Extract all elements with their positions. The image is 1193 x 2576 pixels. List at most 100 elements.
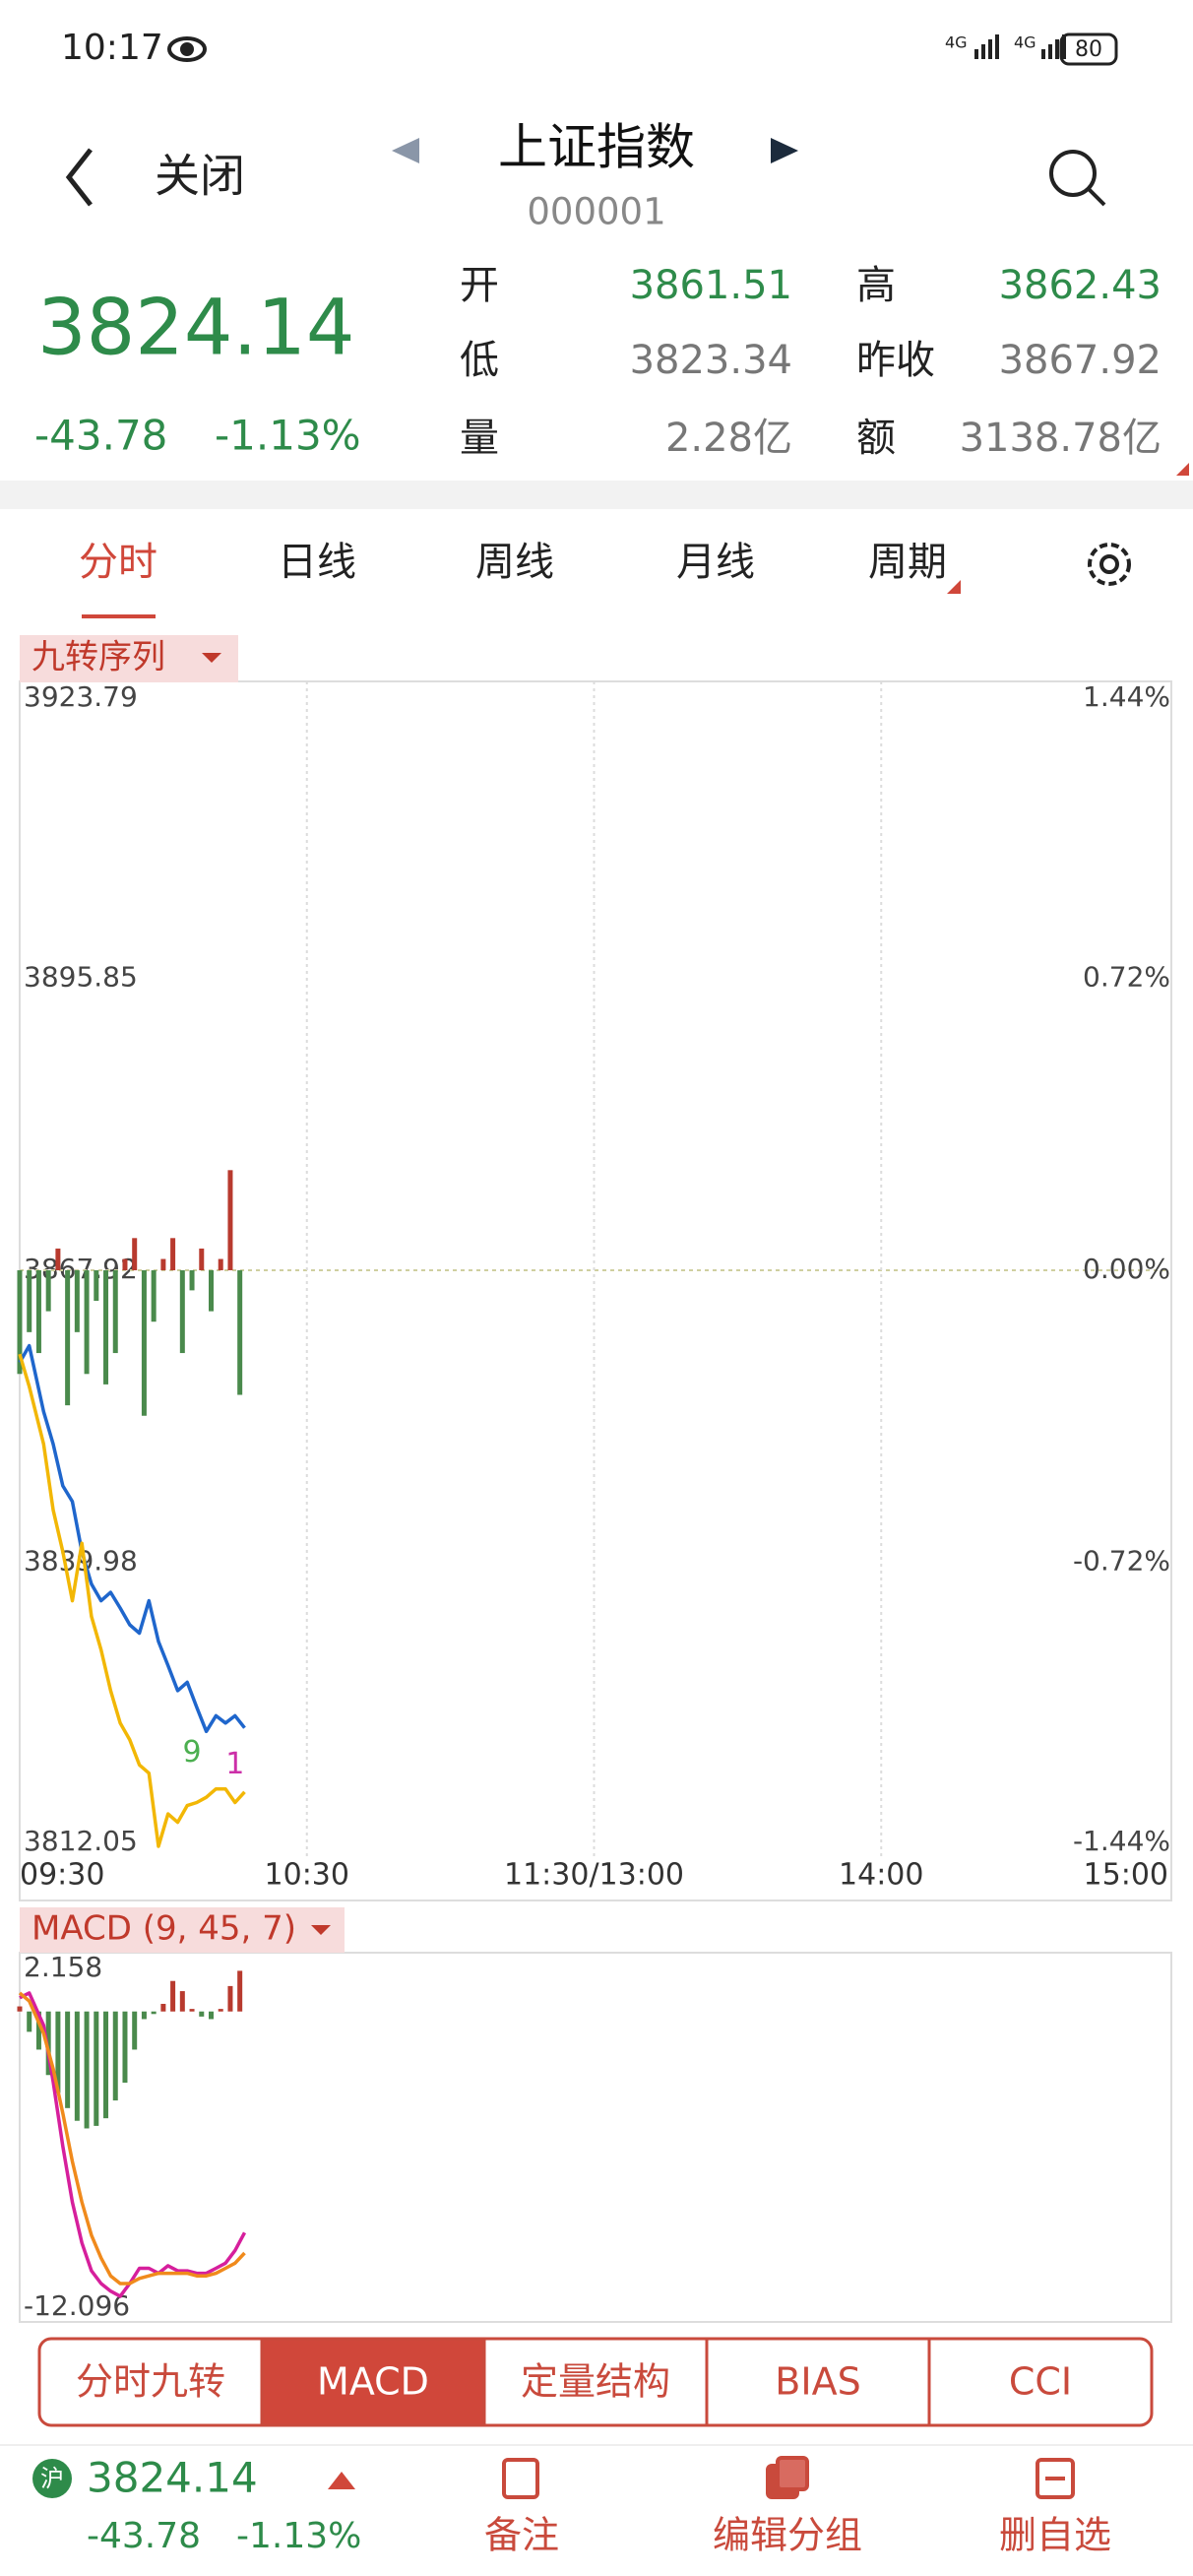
bar xyxy=(209,2011,214,2020)
indicator-tag[interactable] xyxy=(20,1907,345,1953)
period-tab[interactable]: 周期 xyxy=(868,540,947,585)
bar xyxy=(189,1270,195,1291)
selected-tab-bg xyxy=(262,2339,484,2425)
y-tick-label: -12.096 xyxy=(24,2289,130,2322)
indicator-tab[interactable]: MACD xyxy=(317,2360,429,2404)
back-label[interactable]: 关闭 xyxy=(155,150,245,203)
quote-fields: 开 3861.51 高 3862.43 低 3823.34 昨收 3867.92… xyxy=(460,263,1162,461)
bar xyxy=(132,1238,138,1270)
corner-mark xyxy=(1176,463,1189,476)
x-tick-label: 15:00 xyxy=(1084,1858,1168,1893)
indicator-title[interactable]: MACD (9, 45, 7) xyxy=(31,1909,296,1949)
period-tab[interactable]: 分时 xyxy=(79,540,157,585)
bar xyxy=(65,1270,71,1406)
bar xyxy=(151,2011,157,2015)
bar xyxy=(199,1248,205,1270)
footer-action[interactable]: 备注 xyxy=(484,2514,559,2557)
search-icon[interactable] xyxy=(1049,150,1106,207)
y-tick-label: 3812.05 xyxy=(24,1825,138,1857)
bar xyxy=(74,1270,80,1332)
series-line xyxy=(18,1353,246,1848)
y-tick-label: 3895.85 xyxy=(24,961,138,994)
x-tick-label: 09:30 xyxy=(20,1858,104,1893)
y2-tick-label: 1.44% xyxy=(1083,680,1170,713)
prev-button[interactable] xyxy=(392,138,419,163)
chart-frame xyxy=(19,680,1172,1901)
separator xyxy=(0,481,1193,509)
annotation: 1 xyxy=(225,1747,244,1781)
bar xyxy=(35,1270,41,1354)
back-icon[interactable] xyxy=(65,148,93,207)
bar xyxy=(55,1248,61,1270)
eye-icon xyxy=(167,36,207,62)
period-tab[interactable]: 日线 xyxy=(278,540,356,585)
battery-icon xyxy=(1059,32,1118,66)
group-icon[interactable] xyxy=(766,2456,809,2499)
bar xyxy=(122,2011,128,2084)
bar xyxy=(141,1270,147,1416)
bar xyxy=(17,1270,23,1375)
price: 3824.14 xyxy=(37,284,355,372)
period-tab[interactable]: 周线 xyxy=(475,540,554,585)
y2-tick-label: 0.72% xyxy=(1083,961,1170,994)
x-tick-label: 14:00 xyxy=(839,1858,923,1893)
indicator-tabs: 分时九转 MACD 定量结构 BIAS CCI xyxy=(37,2337,1154,2427)
bar xyxy=(189,2009,195,2012)
indicator-tab[interactable]: 分时九转 xyxy=(76,2360,225,2404)
stock-code: 000001 xyxy=(527,191,665,233)
bar xyxy=(218,1258,223,1270)
bar xyxy=(179,1270,185,1354)
bar xyxy=(170,1238,176,1270)
field-value: 3867.92 xyxy=(999,338,1162,383)
indicator-title[interactable]: 九转序列 xyxy=(31,638,165,677)
field-label: 昨收 xyxy=(856,338,935,383)
bar xyxy=(170,1980,176,2012)
bar xyxy=(122,1258,128,1270)
bar xyxy=(103,2011,109,2119)
bar xyxy=(45,1270,51,1312)
field-value: 2.28亿 xyxy=(665,416,792,461)
y2-tick-label: -1.44% xyxy=(1073,1825,1170,1857)
bar xyxy=(94,1270,99,1301)
tab-underline xyxy=(82,614,156,618)
indicator-tab[interactable]: BIAS xyxy=(775,2360,860,2404)
field-value: 3823.34 xyxy=(630,338,792,383)
footer-price: 3824.14 xyxy=(87,2454,258,2502)
bar xyxy=(112,1270,118,1354)
remove-icon[interactable] xyxy=(1036,2458,1075,2499)
battery-level: 80 xyxy=(1075,37,1102,62)
bar xyxy=(94,2011,99,2126)
x-tick-label: 10:30 xyxy=(265,1858,349,1893)
y2-tick-label: -0.72% xyxy=(1073,1545,1170,1578)
change-pct: -1.13% xyxy=(215,412,361,460)
bar xyxy=(209,1270,214,1312)
indicator-tab[interactable]: CCI xyxy=(1009,2360,1072,2404)
series-line xyxy=(18,1991,246,2286)
indicator-tab[interactable]: 定量结构 xyxy=(521,2360,670,2404)
footer-change-pct: -1.13% xyxy=(236,2516,361,2556)
bar xyxy=(27,2011,32,2032)
field-label: 低 xyxy=(460,338,499,383)
dropdown-icon xyxy=(202,653,221,663)
change: -43.78 xyxy=(34,412,167,460)
note-icon[interactable] xyxy=(502,2458,539,2499)
bar xyxy=(65,2011,71,2108)
field-value: 3862.43 xyxy=(999,263,1162,308)
period-tab[interactable]: 月线 xyxy=(676,540,755,585)
indicator-tag[interactable] xyxy=(20,635,238,682)
annotation: 9 xyxy=(183,1735,202,1770)
bar xyxy=(160,2003,166,2012)
tab-frame xyxy=(37,2337,1154,2427)
field-label: 额 xyxy=(856,416,896,461)
footer-action[interactable]: 删自选 xyxy=(999,2514,1111,2557)
status-time: 10:17 xyxy=(61,28,163,68)
up-arrow[interactable] xyxy=(328,2472,355,2489)
bar xyxy=(84,2011,90,2129)
settings-icon[interactable] xyxy=(1088,543,1131,586)
dropdown-icon xyxy=(311,1925,331,1935)
bar xyxy=(160,1258,166,1270)
footer-action[interactable]: 编辑分组 xyxy=(713,2514,862,2557)
period-tabs: 分时 日线 周线 月线 周期 xyxy=(79,540,947,585)
market-label: 沪 xyxy=(40,2465,64,2492)
next-button[interactable] xyxy=(771,138,798,163)
